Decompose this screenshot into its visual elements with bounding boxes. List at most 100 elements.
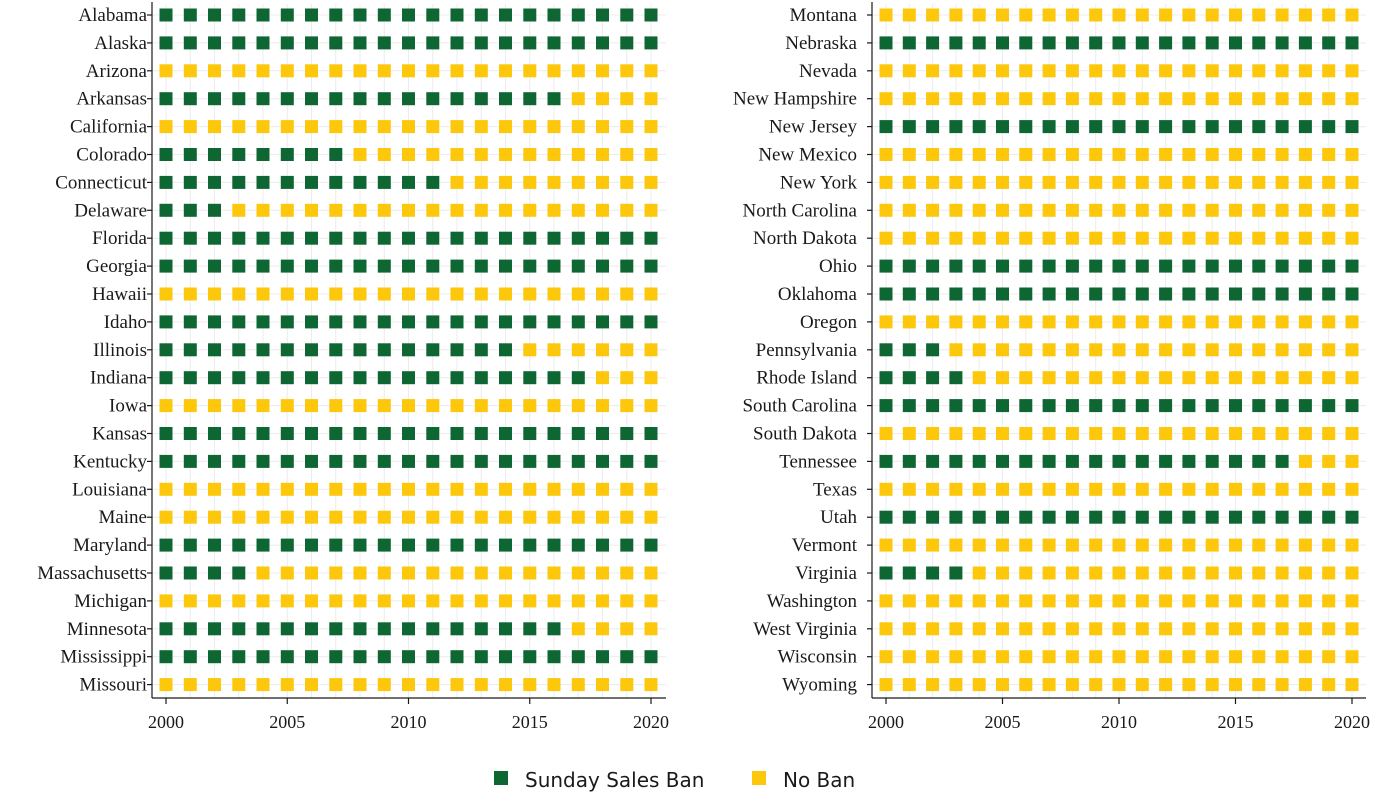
- cell-nevada-2006: [1019, 64, 1033, 78]
- cell-new-mexico-2010: [1112, 148, 1126, 161]
- cell-kentucky-2001: [183, 454, 197, 468]
- cell-minnesota-2007: [329, 622, 343, 636]
- cell-kentucky-2019: [620, 454, 634, 468]
- cell-maine-2020: [644, 510, 658, 524]
- cell-michigan-2007: [329, 594, 343, 608]
- cell-north-dakota-2005: [996, 231, 1009, 245]
- cell-north-dakota-2014: [1205, 231, 1219, 245]
- cell-connecticut-2005: [280, 175, 294, 189]
- cell-massachusetts-2000: [159, 566, 173, 580]
- cell-michigan-2012: [450, 594, 464, 608]
- cell-ohio-2011: [1135, 259, 1149, 273]
- cell-alabama-2013: [474, 8, 488, 22]
- cell-montana-2013: [1182, 8, 1196, 22]
- cell-maryland-2013: [474, 538, 488, 552]
- state-label-north-carolina: North Carolina: [742, 200, 857, 221]
- cell-massachusetts-2017: [571, 566, 585, 580]
- cell-south-dakota-2017: [1275, 427, 1289, 440]
- cell-wisconsin-2016: [1252, 650, 1266, 664]
- cell-tennessee-2015: [1229, 454, 1242, 468]
- cell-washington-2001: [902, 594, 916, 608]
- cell-washington-2016: [1252, 594, 1266, 608]
- cell-hawaii-2019: [620, 287, 634, 301]
- cell-missouri-2016: [547, 678, 561, 692]
- cell-delaware-2002: [208, 203, 221, 217]
- cell-mississippi-2012: [450, 650, 464, 664]
- cell-wisconsin-2010: [1112, 650, 1126, 664]
- cell-virginia-2017: [1275, 566, 1289, 580]
- cell-montana-2016: [1252, 8, 1266, 22]
- state-label-ohio: Ohio: [819, 256, 857, 277]
- legend: Sunday Sales Ban No Ban: [494, 768, 855, 792]
- cell-maryland-2000: [159, 538, 173, 552]
- cell-iowa-2010: [402, 399, 415, 413]
- cell-illinois-2012: [450, 343, 464, 357]
- cell-mississippi-2017: [571, 650, 585, 664]
- cell-alabama-2019: [620, 8, 634, 22]
- cell-illinois-2015: [523, 343, 537, 357]
- cell-south-carolina-2006: [1019, 399, 1033, 413]
- state-label-illinois: Illinois: [93, 340, 147, 361]
- cell-missouri-2003: [232, 678, 246, 692]
- cell-nebraska-2015: [1229, 36, 1242, 50]
- cell-nevada-2019: [1322, 64, 1336, 78]
- cell-new-jersey-2013: [1182, 120, 1196, 134]
- cell-georgia-2003: [232, 259, 246, 273]
- state-label-new-hampshire: New Hampshire: [733, 89, 857, 110]
- cell-wisconsin-2017: [1275, 650, 1289, 664]
- cell-new-hampshire-2020: [1345, 92, 1359, 106]
- cell-kansas-2009: [377, 427, 391, 440]
- cell-ohio-2002: [926, 259, 940, 273]
- cell-georgia-2017: [571, 259, 585, 273]
- cell-south-dakota-2007: [1042, 427, 1056, 440]
- cell-north-carolina-2016: [1252, 203, 1266, 217]
- cell-indiana-2004: [256, 371, 270, 385]
- cell-texas-2013: [1182, 482, 1196, 496]
- cell-ohio-2016: [1252, 259, 1266, 273]
- x-tick-label-2015: 2015: [1218, 712, 1254, 732]
- cell-montana-2017: [1275, 8, 1289, 22]
- cell-virginia-2011: [1135, 566, 1149, 580]
- cell-colorado-2014: [499, 148, 512, 161]
- cell-arkansas-2012: [450, 92, 464, 106]
- cell-south-dakota-2019: [1322, 427, 1336, 440]
- cell-tennessee-2014: [1205, 454, 1219, 468]
- cell-mississippi-2002: [208, 650, 221, 664]
- cell-nebraska-2008: [1065, 36, 1079, 50]
- cell-indiana-2007: [329, 371, 343, 385]
- cell-oregon-2003: [949, 315, 963, 329]
- cell-wyoming-2015: [1229, 678, 1242, 692]
- cell-michigan-2016: [547, 594, 561, 608]
- cell-georgia-2001: [183, 259, 197, 273]
- cell-arizona-2018: [596, 64, 609, 78]
- cell-ohio-2006: [1019, 259, 1033, 273]
- cell-maine-2019: [620, 510, 634, 524]
- cell-california-2007: [329, 120, 343, 134]
- cell-kentucky-2012: [450, 454, 464, 468]
- cell-south-carolina-2012: [1159, 399, 1173, 413]
- cell-utah-2009: [1089, 510, 1103, 524]
- cell-pennsylvania-2016: [1252, 343, 1266, 357]
- cell-new-york-2001: [902, 175, 916, 189]
- cell-alaska-2019: [620, 36, 634, 50]
- cell-south-dakota-2018: [1298, 427, 1312, 440]
- cell-utah-2012: [1159, 510, 1173, 524]
- cell-oregon-2007: [1042, 315, 1056, 329]
- cell-utah-2018: [1298, 510, 1312, 524]
- cell-new-york-2009: [1089, 175, 1103, 189]
- cell-mississippi-2004: [256, 650, 270, 664]
- cell-illinois-2008: [353, 343, 367, 357]
- cell-kentucky-2015: [523, 454, 537, 468]
- cell-utah-2013: [1182, 510, 1196, 524]
- cell-delaware-2016: [547, 203, 561, 217]
- cell-illinois-2002: [208, 343, 221, 357]
- cell-alabama-2002: [208, 8, 221, 22]
- cell-maine-2011: [426, 510, 440, 524]
- cell-alaska-2012: [450, 36, 464, 50]
- cell-south-dakota-2006: [1019, 427, 1033, 440]
- cell-illinois-2020: [644, 343, 658, 357]
- cell-new-mexico-2014: [1205, 148, 1219, 161]
- cell-massachusetts-2020: [644, 566, 658, 580]
- cell-ohio-2020: [1345, 259, 1359, 273]
- cell-oregon-2017: [1275, 315, 1289, 329]
